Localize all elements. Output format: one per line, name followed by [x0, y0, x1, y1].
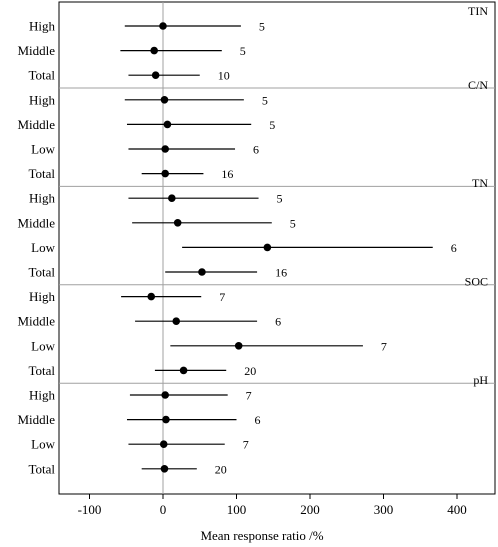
mean-point — [159, 440, 168, 449]
sample-size-label: 7 — [243, 438, 249, 452]
panel: pH High 7 Middle 6 Low 7 Total 20 — [17, 373, 488, 476]
x-tick-label: -100 — [78, 502, 102, 517]
x-tick-label: 0 — [160, 502, 167, 517]
panel: C/N High 5 Middle 5 Low 6 Total 16 — [17, 78, 488, 181]
row-category-label: Middle — [17, 215, 55, 230]
row-category-label: Low — [31, 240, 55, 255]
x-axis-label: Mean response ratio /% — [200, 528, 323, 543]
x-tick-label: 300 — [374, 502, 394, 517]
sample-size-label: 5 — [269, 118, 275, 132]
mean-point — [173, 219, 182, 227]
row-category-label: Total — [28, 265, 55, 280]
x-tick-label: 400 — [447, 502, 467, 517]
sample-size-label: 5 — [277, 192, 283, 206]
mean-point — [263, 243, 272, 252]
forest-row: Total 10 — [28, 68, 229, 83]
mean-point — [163, 120, 172, 129]
x-tick-label: 100 — [227, 502, 247, 517]
row-category-label: Total — [28, 363, 55, 378]
forest-row: Total 16 — [28, 166, 233, 181]
mean-point — [234, 342, 243, 350]
forest-row: High 7 — [29, 289, 225, 304]
sample-size-label: 5 — [240, 44, 246, 58]
sample-size-label: 20 — [215, 462, 227, 476]
forest-row: Total 20 — [28, 363, 256, 378]
mean-point — [161, 169, 170, 178]
row-category-label: High — [29, 289, 56, 304]
forest-row: Low 6 — [31, 142, 259, 157]
panel-label: TN — [472, 176, 488, 190]
row-category-label: Total — [28, 166, 55, 181]
forest-row: Middle 5 — [17, 43, 245, 58]
row-category-label: Middle — [17, 314, 55, 329]
row-category-label: Middle — [17, 412, 55, 427]
panel: TN High 5 Middle 5 Low 6 Total 16 — [17, 176, 488, 279]
panel-label: TIN — [468, 4, 488, 18]
sample-size-label: 6 — [275, 315, 281, 329]
forest-row: High 7 — [29, 388, 252, 403]
mean-point — [160, 465, 169, 473]
mean-point — [151, 71, 160, 79]
plot-frame — [58, 1, 496, 495]
row-category-label: Total — [28, 68, 55, 83]
mean-point — [161, 391, 170, 399]
forest-row: Low 7 — [31, 437, 249, 452]
panel-label: C/N — [468, 78, 488, 92]
row-category-label: Total — [28, 461, 55, 476]
sample-size-label: 16 — [275, 266, 287, 280]
mean-point — [172, 317, 181, 326]
sample-size-label: 5 — [262, 93, 268, 107]
sample-size-label: 6 — [253, 143, 259, 157]
row-category-label: High — [29, 191, 56, 206]
sample-size-label: 6 — [255, 413, 261, 427]
mean-point — [150, 46, 158, 55]
panel: TIN High 5 Middle 5 Total 10 — [17, 4, 488, 83]
forest-row: High 5 — [29, 19, 265, 34]
row-category-label: Middle — [17, 117, 55, 132]
sample-size-label: 5 — [259, 20, 265, 34]
panel: SOC High 7 Middle 6 Low 7 Total 20 — [17, 275, 488, 378]
panels-layer: TIN High 5 Middle 5 Total 10 C/N High 5 Middle 5 Low… — [17, 2, 495, 494]
row-category-label: High — [29, 19, 56, 34]
forest-row: Middle 6 — [17, 412, 260, 427]
sample-size-label: 20 — [244, 364, 256, 378]
row-category-label: High — [29, 92, 56, 107]
row-category-label: Low — [31, 437, 55, 452]
mean-point — [168, 194, 176, 202]
forest-row: High 5 — [29, 92, 268, 107]
forest-row: Middle 5 — [17, 117, 275, 132]
panel-label: pH — [473, 373, 488, 387]
sample-size-label: 7 — [219, 290, 225, 304]
forest-row: Low 6 — [31, 240, 457, 255]
forest-row: Middle 6 — [17, 314, 281, 329]
sample-size-label: 7 — [246, 389, 252, 403]
sample-size-label: 7 — [381, 339, 387, 353]
row-category-label: Low — [31, 142, 55, 157]
sample-size-label: 16 — [221, 167, 233, 181]
x-axis: -100 0 100 200 300 400 — [78, 494, 467, 517]
mean-point — [159, 22, 167, 30]
mean-point — [161, 145, 170, 153]
forest-row: Low 7 — [31, 338, 387, 353]
mean-point — [198, 268, 206, 276]
forest-row: High 5 — [29, 191, 283, 206]
forest-row: Total 16 — [28, 265, 287, 280]
row-category-label: Low — [31, 338, 55, 353]
panel-label: SOC — [465, 275, 488, 289]
forest-row: Middle 5 — [17, 215, 295, 230]
mean-point — [147, 292, 156, 301]
sample-size-label: 5 — [290, 216, 296, 230]
x-tick-label: 200 — [300, 502, 320, 517]
row-category-label: Middle — [17, 43, 55, 58]
mean-point — [162, 415, 170, 424]
forest-row: Total 20 — [28, 461, 226, 476]
row-category-label: High — [29, 388, 56, 403]
mean-point — [179, 366, 188, 375]
sample-size-label: 6 — [451, 241, 457, 255]
mean-point — [160, 96, 169, 104]
sample-size-label: 10 — [218, 69, 230, 83]
